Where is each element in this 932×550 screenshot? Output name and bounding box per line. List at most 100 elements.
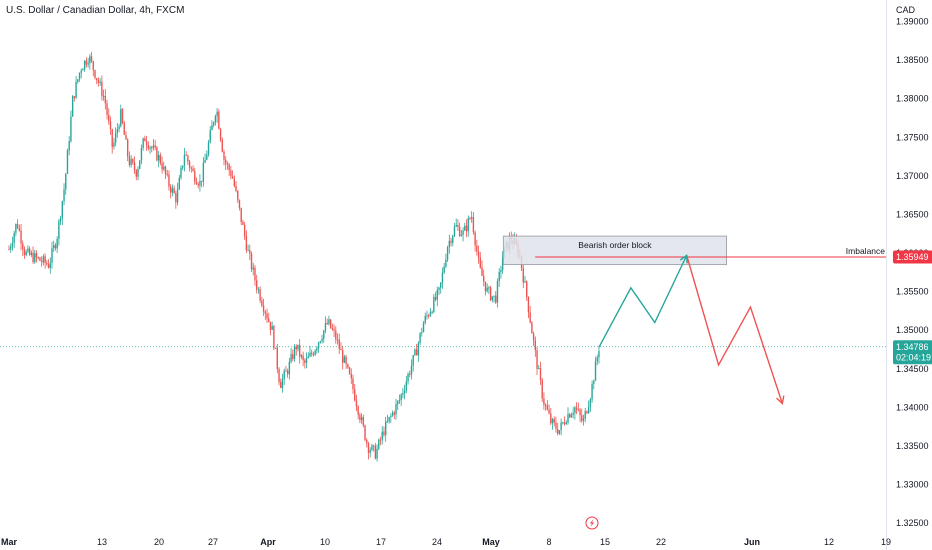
price-tick-label: 1.35000 bbox=[896, 325, 929, 335]
candle-body bbox=[355, 400, 358, 407]
candle-body bbox=[331, 328, 334, 330]
candle-body bbox=[357, 406, 359, 415]
candle-body bbox=[405, 381, 408, 391]
candle-body bbox=[85, 60, 88, 65]
candle-body bbox=[581, 415, 583, 421]
candle-body bbox=[395, 404, 397, 415]
candle-body bbox=[527, 296, 530, 313]
time-axis[interactable]: Mar 13 20 27 Apr 10 17 24 May 8 15 22 Jun 12 19 bbox=[1, 537, 891, 547]
candle-body bbox=[83, 60, 86, 70]
candle-body bbox=[366, 440, 368, 444]
candle-body bbox=[298, 344, 301, 357]
candle-body bbox=[238, 199, 241, 208]
candle-body bbox=[550, 413, 552, 424]
time-tick-label: 8 bbox=[546, 537, 551, 547]
candle-body bbox=[228, 164, 230, 171]
candle-body bbox=[61, 201, 64, 219]
price-axis[interactable]: CAD 1.39000 1.38500 1.38000 1.37500 1.37000 1.… bbox=[886, 0, 932, 550]
bullish-arrow-head bbox=[679, 254, 688, 264]
candle-body bbox=[479, 257, 481, 268]
chart-title: U.S. Dollar / Canadian Dollar, 4h, FXCM bbox=[6, 5, 185, 16]
candle-body bbox=[157, 155, 160, 161]
candle-body bbox=[92, 61, 94, 71]
candle-body bbox=[345, 356, 347, 365]
candle-body bbox=[319, 341, 322, 343]
candle-body bbox=[175, 193, 177, 203]
candle-body bbox=[102, 95, 105, 97]
candle-body bbox=[176, 189, 179, 203]
candle-body bbox=[204, 159, 206, 163]
candle-body bbox=[99, 81, 101, 83]
candle-body bbox=[433, 296, 435, 312]
candle-body bbox=[300, 355, 303, 357]
candle-body bbox=[314, 350, 316, 355]
time-tick-label: Apr bbox=[260, 537, 276, 547]
candle-body bbox=[135, 170, 137, 177]
candle-body bbox=[384, 421, 387, 436]
candle-body bbox=[164, 166, 167, 175]
candle-body bbox=[70, 116, 72, 142]
countdown-value: 02:04:19 bbox=[896, 353, 931, 363]
candle-body bbox=[436, 289, 438, 300]
candle-body bbox=[446, 246, 449, 260]
price-tick-label: 1.37000 bbox=[896, 171, 929, 181]
candle-body bbox=[500, 269, 502, 272]
price-tick-label: 1.33000 bbox=[896, 480, 929, 490]
candle-body bbox=[572, 413, 574, 415]
candle-body bbox=[386, 421, 389, 423]
time-tick-label: 24 bbox=[432, 537, 442, 547]
candle-body bbox=[252, 267, 254, 270]
candle-body bbox=[233, 178, 236, 187]
candle-body bbox=[18, 227, 21, 231]
candle-body bbox=[254, 267, 256, 281]
candle-body bbox=[145, 141, 148, 145]
candle-body bbox=[168, 174, 170, 187]
candle-body bbox=[577, 409, 580, 411]
time-tick-label: May bbox=[482, 537, 500, 547]
candle-body bbox=[526, 281, 528, 297]
candle-body bbox=[257, 289, 260, 291]
candle-body bbox=[28, 248, 31, 255]
candle-body bbox=[87, 63, 89, 65]
candle-body bbox=[108, 114, 110, 121]
candle-body bbox=[412, 355, 414, 366]
candle-body bbox=[44, 256, 46, 263]
candle-body bbox=[415, 349, 418, 356]
candle-body bbox=[27, 248, 29, 252]
candle-body bbox=[307, 356, 309, 359]
candle-body bbox=[441, 272, 444, 283]
time-tick-label: 15 bbox=[600, 537, 610, 547]
candle-body bbox=[180, 167, 182, 178]
candle-body bbox=[225, 159, 227, 164]
candle-body bbox=[312, 354, 315, 356]
candles bbox=[8, 51, 600, 462]
candle-body bbox=[169, 186, 172, 193]
candle-body bbox=[207, 142, 210, 155]
candle-body bbox=[223, 151, 225, 160]
candle-body bbox=[476, 245, 478, 252]
candle-body bbox=[488, 287, 490, 289]
candle-body bbox=[336, 339, 339, 341]
candle-body bbox=[35, 253, 38, 258]
candle-body bbox=[491, 296, 494, 301]
candle-body bbox=[242, 221, 244, 225]
candle-body bbox=[37, 257, 39, 259]
candle-body bbox=[152, 145, 155, 148]
candle-body bbox=[431, 311, 433, 313]
candle-body bbox=[350, 373, 352, 379]
candle-body bbox=[32, 252, 34, 263]
candle-body bbox=[359, 414, 361, 421]
candle-body bbox=[192, 168, 194, 172]
candle-body bbox=[109, 120, 112, 130]
candle-body bbox=[311, 352, 313, 355]
candle-body bbox=[66, 150, 69, 174]
candle-body bbox=[333, 329, 335, 331]
candle-body bbox=[403, 390, 406, 393]
candle-body bbox=[427, 315, 430, 317]
candle-body bbox=[524, 281, 526, 283]
candle-body bbox=[484, 281, 487, 292]
candle-body bbox=[202, 162, 205, 182]
candle-body bbox=[434, 296, 437, 300]
candle-body bbox=[486, 287, 488, 292]
